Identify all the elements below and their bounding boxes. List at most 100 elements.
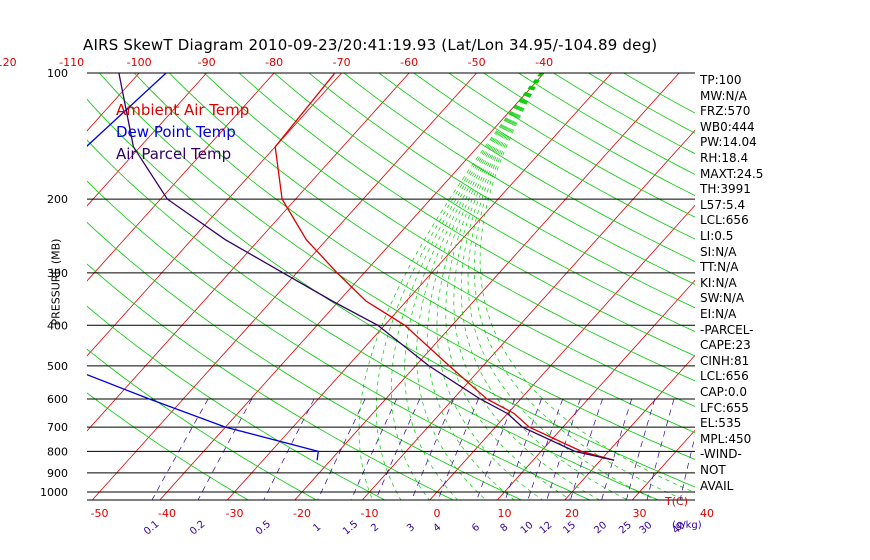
temp-tick-label: -30 (226, 507, 244, 520)
top-temp-tick-label: -50 (468, 56, 486, 69)
sounding-index: TP:100 (700, 73, 742, 87)
temp-tick-label: -40 (158, 507, 176, 520)
moist-adiabat-lines (358, 73, 695, 500)
mixing-ratio-line (375, 398, 421, 500)
mixing-ratio-line (411, 398, 454, 500)
dry-adiabat-line (87, 221, 523, 500)
mixing-ratio-tick-label: 8 (499, 522, 511, 535)
sounding-index: TT:N/A (700, 260, 739, 275)
sounding-index: LI:0.5 (700, 229, 734, 243)
temp-tick-label: 10 (498, 507, 512, 520)
mixing-ratio-tick-label: 25 (617, 520, 634, 537)
mixing-ratio-line (546, 398, 581, 500)
mixing-ratio-tick-label: 10 (519, 520, 536, 537)
temp-tick-label: 0 (434, 507, 441, 520)
dry-adiabat-line (99, 73, 695, 460)
isotherm-line (91, 73, 477, 500)
isotherm-line (834, 73, 870, 501)
dry-adiabat-line (87, 98, 695, 488)
moist-adiabat-line (460, 73, 629, 500)
isotherm-line (429, 204, 695, 500)
legend-parcel: Air Parcel Temp (116, 145, 232, 163)
y-axis-label: PRESSURE (MB) (49, 238, 63, 326)
moist-adiabat-line (358, 73, 541, 500)
dry-adiabat-lines (87, 73, 695, 500)
sounding-index: LCL:656 (700, 369, 749, 384)
dry-adiabat-line (87, 263, 455, 500)
sounding-index: SW:N/A (700, 291, 745, 306)
moist-adiabat-line (473, 73, 686, 500)
top-temp-tick-label: -100 (127, 56, 152, 69)
temp-tick-label: -10 (361, 507, 379, 520)
pressure-tick-label: 100 (47, 67, 68, 80)
isotherm-line (496, 279, 695, 500)
dry-adiabat-line (378, 73, 695, 262)
mixing-ratio-tick-label: 0.2 (188, 519, 207, 538)
sounding-index: LFC:655 (700, 400, 749, 415)
isobar-lines (87, 72, 695, 501)
sounding-index: NOT (700, 463, 726, 477)
sounding-index: WB0:444 (700, 119, 755, 134)
sounding-index: RH:18.4 (700, 151, 749, 165)
mixing-ratio-tick-label: 0.1 (142, 519, 161, 538)
pressure-tick-label: 800 (47, 445, 68, 458)
dry-adiabat-line (518, 73, 695, 175)
top-temp-tick-label: -40 (535, 56, 553, 69)
mixing-ratio-line (151, 398, 209, 500)
dewpoint-line (87, 73, 320, 461)
moist-adiabat-line (416, 73, 542, 500)
top-temp-tick-label: -70 (333, 56, 351, 69)
top-temp-tick-label: -90 (198, 56, 216, 69)
dry-adiabat-line (343, 73, 695, 285)
sounding-index: TH:3991 (700, 182, 751, 197)
moist-adiabat-line (390, 73, 541, 500)
mixing-ratio-line (350, 398, 397, 500)
sounding-index: -WIND- (700, 447, 742, 462)
mixing-ratio-line (570, 398, 603, 500)
sounding-index: MPL:450 (700, 431, 752, 446)
pressure-tick-label: 400 (47, 319, 68, 332)
dry-adiabat-line (273, 73, 695, 333)
mixing-ratio-line (601, 398, 633, 500)
sounding-index: EL:535 (700, 416, 742, 431)
mixing-ratio-lines (151, 398, 695, 500)
mixing-ratio-tick-label: 30 (638, 520, 655, 537)
legend-dewpoint: Dew Point Temp (116, 123, 236, 141)
sounding-index: MW:N/A (700, 88, 747, 103)
mixing-ratio-line (476, 398, 516, 500)
temp-tick-label: -20 (293, 507, 311, 520)
mixing-ratio-tick-label: 12 (538, 520, 555, 537)
dry-adiabat-line (203, 73, 695, 382)
top-temp-tick-label: -80 (265, 56, 283, 69)
isotherm-line (87, 73, 410, 432)
temp-unit-label: T(C) (664, 495, 688, 508)
dry-adiabat-line (308, 73, 695, 309)
mixing-ratio-tick-label: 1 (311, 522, 323, 535)
sounding-index: AVAIL (700, 478, 734, 493)
moist-adiabat-line (479, 73, 695, 494)
pressure-tick-label: 900 (47, 467, 68, 480)
moist-adiabat-line (375, 73, 541, 500)
top-temp-tick-label: -120 (0, 56, 17, 69)
ambient-temp-line (274, 73, 615, 461)
sounding-index: L57:5.4 (700, 197, 746, 212)
chart-title: AIRS SkewT Diagram 2010-09-23/20:41:19.9… (83, 36, 658, 54)
dry-adiabat-line (238, 73, 695, 357)
mixing-ratio-line (263, 398, 315, 500)
isotherm-line (767, 73, 870, 501)
top-temp-tick-label: -110 (59, 56, 84, 69)
pressure-tick-label: 300 (47, 267, 68, 280)
mixing-ratio-line (317, 398, 366, 500)
mixing-ratio-tick-label: 1.5 (341, 519, 360, 538)
dry-adiabat-line (448, 73, 695, 218)
isotherm-line (226, 73, 612, 500)
temp-tick-label: 20 (565, 507, 579, 520)
mixing-ratio-line (646, 398, 675, 500)
moist-adiabat-line (404, 73, 542, 500)
sounding-index: PW:14.04 (700, 135, 757, 150)
sounding-index: EI:N/A (700, 307, 737, 321)
pressure-tick-label: 1000 (40, 486, 68, 499)
pressure-tick-label: 700 (47, 421, 68, 434)
dry-adiabat-line (87, 392, 249, 500)
dry-adiabat-line (87, 139, 660, 500)
